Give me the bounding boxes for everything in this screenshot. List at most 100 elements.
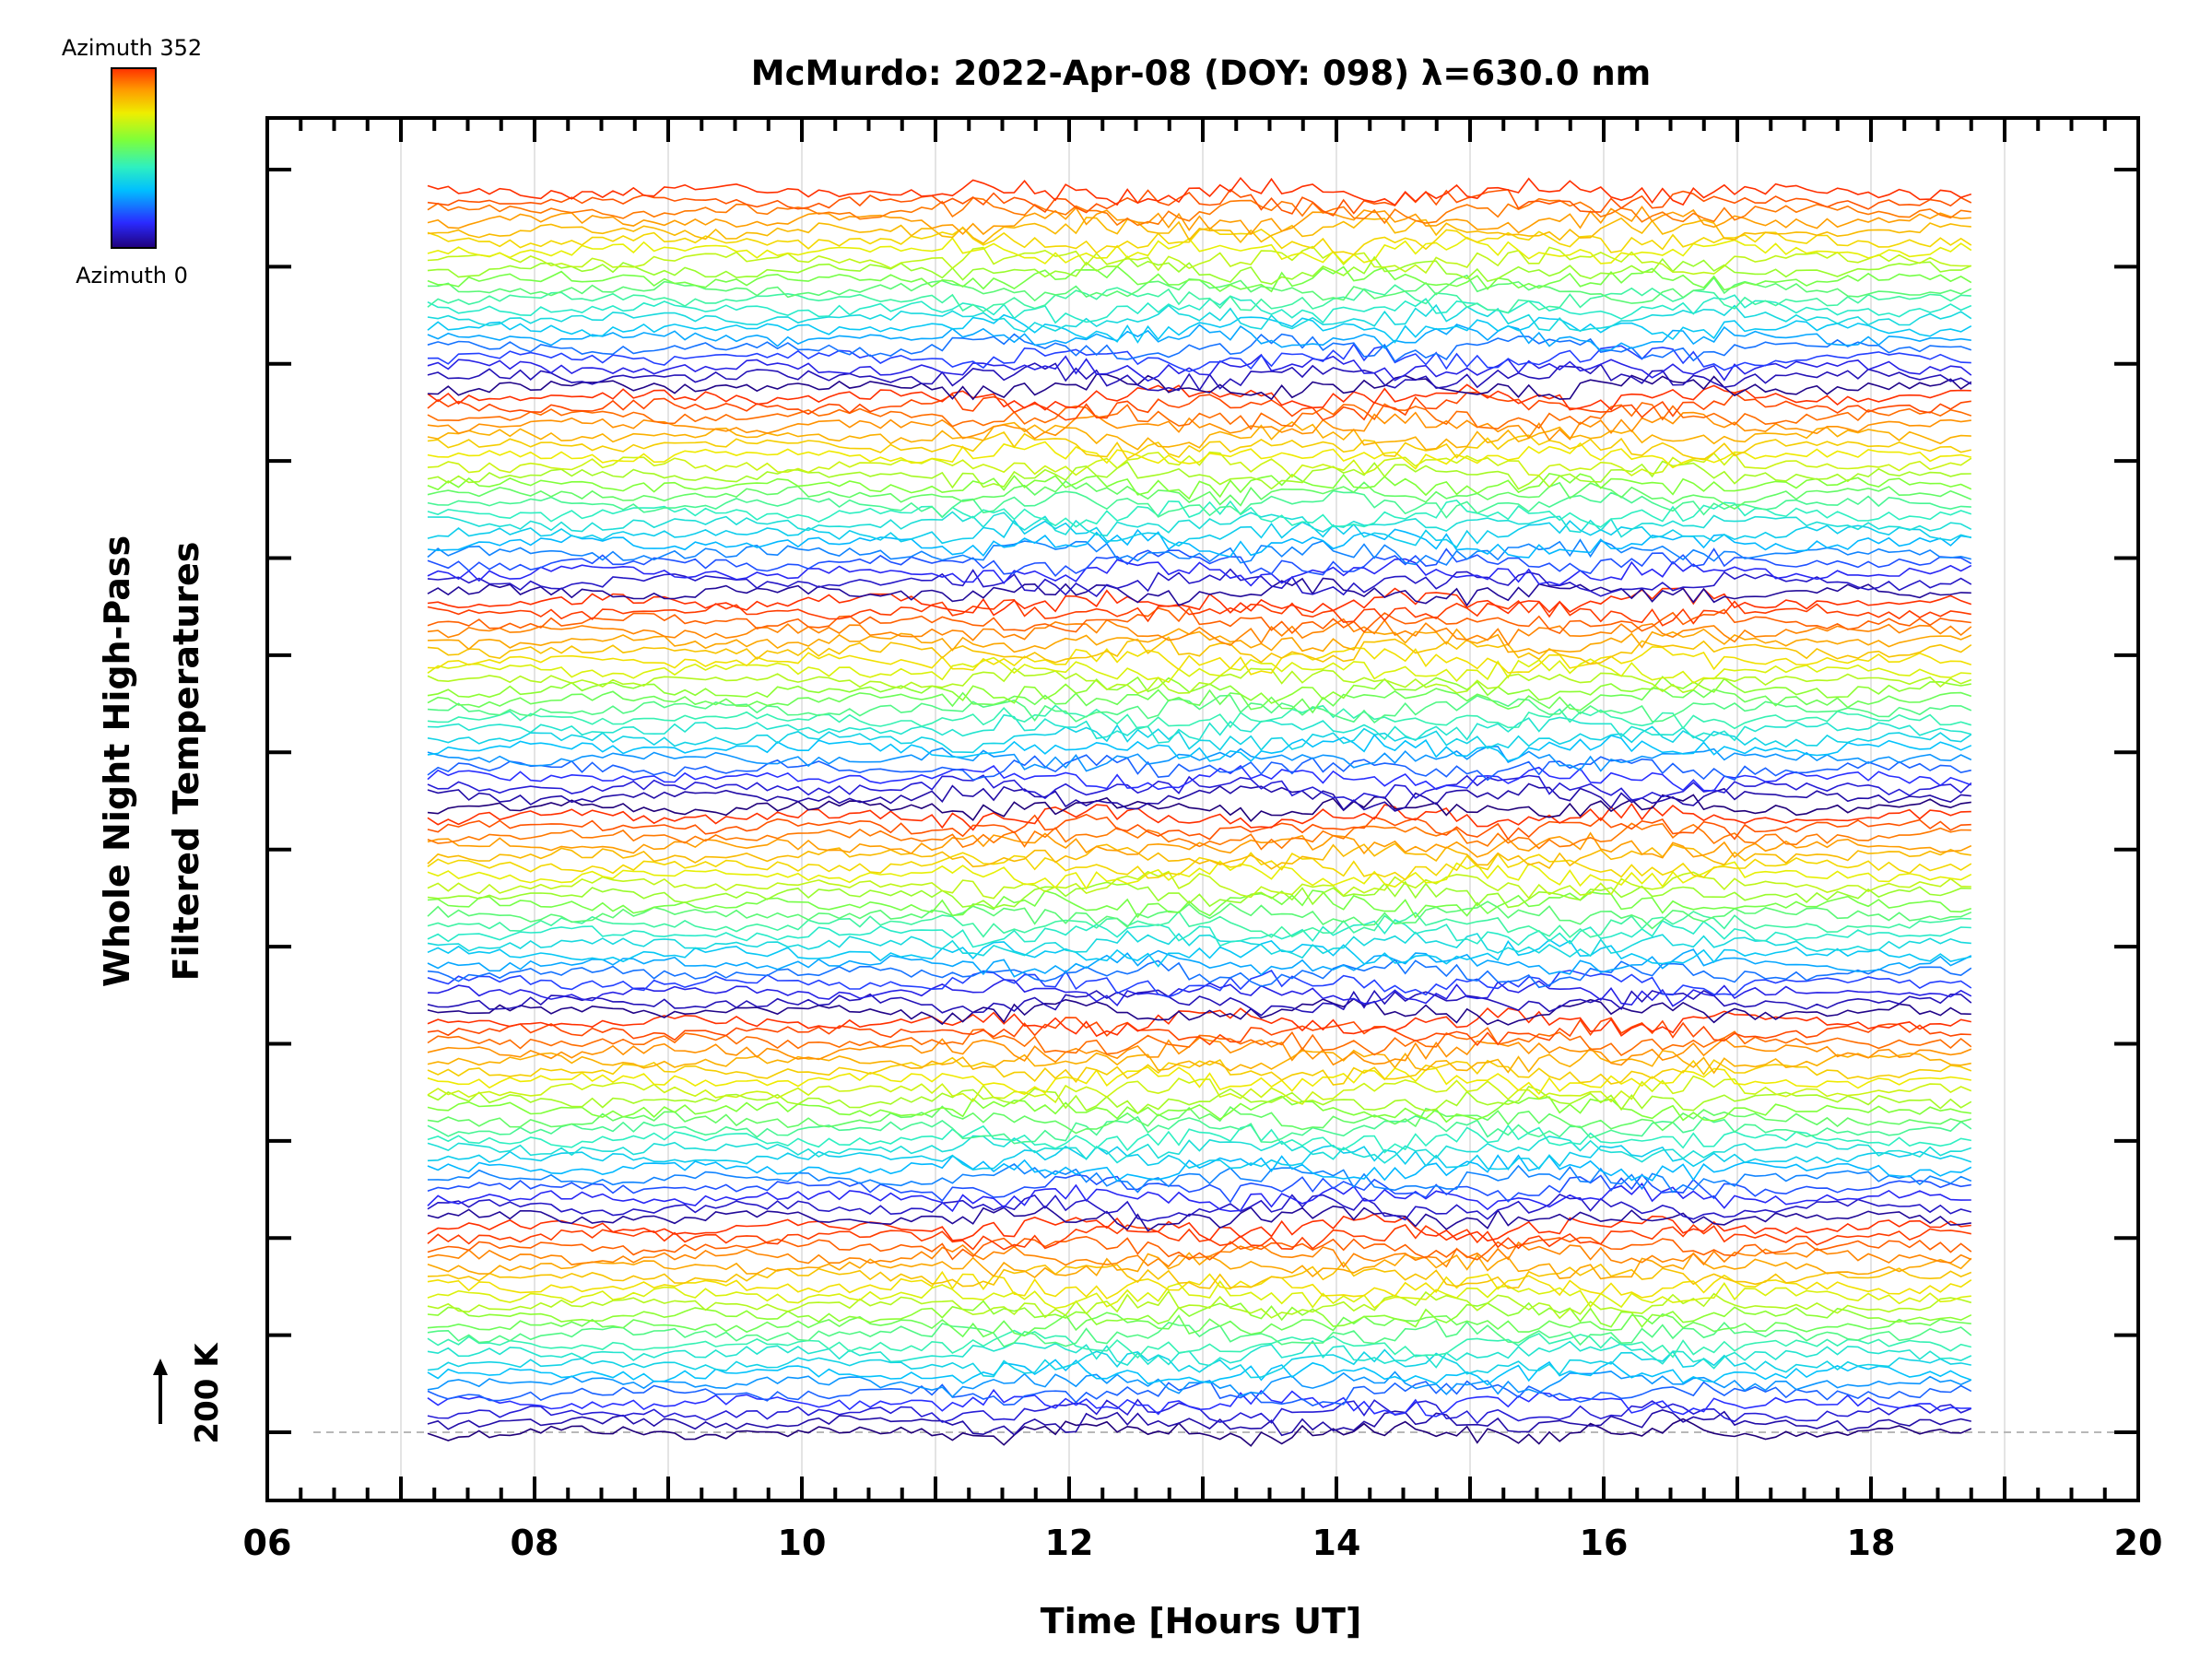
series-line — [427, 1398, 1972, 1425]
series-line — [427, 383, 1971, 411]
series-line — [427, 1312, 1971, 1338]
colorbar — [111, 67, 157, 249]
series-line — [427, 1027, 1972, 1057]
series-line — [427, 265, 1972, 293]
series-line — [427, 1409, 1971, 1437]
x-tick-label: 10 — [778, 1523, 827, 1563]
series-line — [427, 324, 1971, 352]
series-line — [427, 1037, 1972, 1066]
series-line — [427, 713, 1972, 744]
series-line — [427, 618, 1972, 647]
series-line — [427, 1047, 1971, 1075]
series-line — [427, 402, 1972, 430]
series-line — [427, 511, 1972, 538]
series-line — [427, 1173, 1971, 1204]
series-line — [427, 547, 1972, 577]
y-axis-label-line2: Filtered Temperatures — [166, 542, 206, 982]
series-line — [427, 782, 1971, 812]
series-line — [427, 1235, 1972, 1261]
series-line — [427, 343, 1971, 372]
colorbar-top-label: Azimuth 352 — [62, 35, 202, 61]
series-line — [427, 733, 1972, 762]
series-line — [427, 313, 1972, 344]
x-tick-label: 16 — [1580, 1523, 1629, 1563]
colorbar-bottom-label: Azimuth 0 — [76, 263, 188, 288]
series-line — [427, 1182, 1971, 1213]
series-line — [427, 746, 1972, 772]
series-line — [427, 1163, 1972, 1194]
series-line — [427, 284, 1971, 314]
series-line — [427, 1065, 1971, 1096]
series-line — [427, 860, 1972, 890]
series-line — [427, 842, 1971, 870]
series-line — [427, 1154, 1972, 1182]
series-line — [427, 206, 1971, 236]
series-line — [427, 1241, 1972, 1268]
series-line — [427, 628, 1972, 654]
series-line — [427, 997, 1971, 1026]
series-line — [427, 460, 1971, 490]
series-line — [427, 1145, 1972, 1171]
series-line — [427, 687, 1972, 714]
series-line — [427, 1388, 1971, 1418]
series-line — [427, 1359, 1972, 1386]
x-axis-label: Time [Hours UT] — [1041, 1601, 1362, 1641]
x-tick-label: 14 — [1312, 1523, 1361, 1563]
series-line — [427, 538, 1971, 566]
series-line — [427, 1223, 1971, 1251]
series-line — [427, 852, 1972, 881]
series-line — [427, 188, 1972, 217]
series-line — [427, 938, 1971, 968]
x-tick-label: 12 — [1045, 1523, 1094, 1563]
series-line — [427, 1252, 1972, 1280]
x-tick-label: 06 — [243, 1523, 292, 1563]
x-tick-label: 08 — [511, 1523, 559, 1563]
series-line — [427, 333, 1972, 363]
series-line — [427, 1289, 1972, 1320]
series-line — [427, 196, 1971, 227]
series-line — [427, 489, 1971, 519]
x-tick-label: 20 — [2114, 1523, 2163, 1563]
series-line — [427, 918, 1971, 948]
series-line — [427, 822, 1971, 851]
series-lines — [427, 176, 1972, 1447]
series-line — [427, 528, 1971, 559]
series-line — [427, 1339, 1972, 1370]
series-line — [427, 568, 1972, 597]
scale-label: 200 K — [189, 1342, 226, 1444]
series-line — [427, 1205, 1971, 1232]
series-line — [427, 1056, 1972, 1086]
series-line — [427, 989, 1972, 1017]
series-line — [427, 1095, 1971, 1124]
series-line — [427, 1085, 1972, 1115]
series-line — [427, 587, 1972, 617]
series-line — [427, 303, 1972, 333]
series-line — [427, 676, 1971, 704]
series-line — [427, 870, 1971, 900]
series-line — [427, 1380, 1972, 1406]
series-line — [427, 598, 1971, 627]
series-line — [427, 1279, 1971, 1310]
series-line — [427, 1124, 1971, 1154]
series-line — [427, 813, 1971, 841]
x-tick-labels: 06 08 10 12 14 16 18 20 — [243, 1523, 2163, 1563]
series-line — [427, 217, 1971, 245]
y-axis-label-line1: Whole Night High-Pass — [97, 535, 137, 987]
series-line — [427, 441, 1971, 470]
series-line — [427, 1115, 1972, 1145]
series-line — [427, 802, 1971, 831]
series-line — [427, 1261, 1972, 1289]
series-line — [427, 1193, 1972, 1222]
series-line — [427, 577, 1971, 607]
series-line — [427, 1105, 1971, 1135]
series-line — [427, 880, 1971, 910]
series-line — [427, 794, 1971, 822]
series-line — [427, 411, 1971, 441]
series-line — [427, 420, 1971, 451]
series-line — [427, 1418, 1972, 1447]
series-line — [427, 500, 1972, 528]
series-line — [427, 362, 1972, 392]
series-line — [427, 236, 1972, 265]
series-line — [427, 969, 1972, 998]
